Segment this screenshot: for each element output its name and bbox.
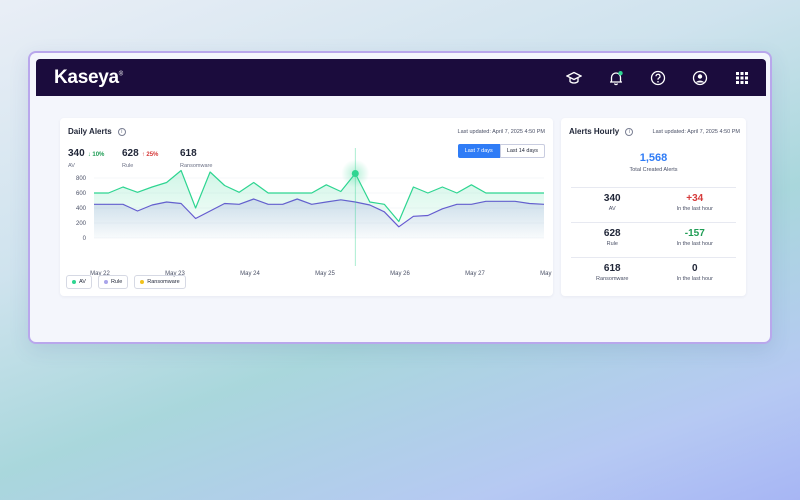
x-tick-label: May 26 [390, 271, 410, 277]
info-icon[interactable]: i [117, 127, 126, 136]
hourly-row-rule: 628 Rule -157 In the last hour [571, 222, 736, 247]
top-navigation-bar: Kaseya® [36, 59, 766, 96]
x-tick-label: May 25 [315, 271, 335, 277]
kaseya-logo[interactable]: Kaseya® [54, 66, 123, 88]
chart-legend: AV Rule Ransomware [66, 275, 186, 289]
stat-ransomware: 618 Ransomware [180, 148, 213, 169]
x-tick-label: May 27 [465, 271, 485, 277]
legend-ransomware[interactable]: Ransomware [134, 275, 186, 289]
highlight-point [351, 170, 359, 177]
x-tick-label: May 22 [90, 271, 110, 277]
av-series-line [94, 169, 544, 223]
y-tick-label: 200 [76, 221, 87, 227]
legend-av[interactable]: AV [66, 275, 92, 289]
legend-rule[interactable]: Rule [97, 275, 129, 289]
daily-alerts-title: Daily Alerts i [68, 127, 126, 136]
y-tick-label: 600 [76, 191, 87, 197]
hourly-row-av: 340 AV +34 In the last hour [571, 187, 736, 212]
x-tick-label: May 28 [540, 271, 553, 277]
info-icon[interactable]: i [625, 127, 634, 136]
graduation-cap-icon[interactable] [564, 68, 584, 88]
daily-alerts-card: Daily Alerts i Last updated: April 7, 20… [60, 118, 553, 296]
y-tick-label: 800 [76, 176, 87, 182]
last-14-days-button[interactable]: Last 14 days [499, 144, 545, 158]
last-7-days-button[interactable]: Last 7 days [457, 144, 500, 158]
av-series-area [94, 170, 544, 238]
y-tick-label: 0 [83, 236, 87, 242]
y-tick-label: 400 [76, 206, 87, 212]
alerts-hourly-card: Alerts Hourly i Last updated: April 7, 2… [561, 118, 746, 296]
help-icon[interactable] [648, 68, 668, 88]
x-tick-label: May 23 [165, 271, 185, 277]
date-range-toggle: Last 7 days Last 14 days [457, 144, 545, 158]
last-updated-text: Last updated: April 7, 2025 4:50 PM [457, 129, 545, 135]
stat-rule: 628 ↑ 25% Rule [122, 148, 159, 169]
total-created-alerts: 1,568 Total Created Alerts [629, 152, 678, 173]
daily-alerts-chart: 800 600 400 200 0 May 22 May 23 May 24 May 25 May… [76, 148, 553, 277]
x-tick-label: May 24 [240, 271, 260, 277]
stat-av: 340 ↓ 10% AV [68, 148, 105, 169]
last-updated-text: Last updated: April 7, 2025 4:50 PM [652, 129, 740, 135]
bell-icon[interactable] [606, 68, 626, 88]
alerts-hourly-title: Alerts Hourly i [569, 127, 634, 136]
hourly-row-ransomware: 618 Ransomware 0 In the last hour [571, 257, 736, 282]
user-icon[interactable] [690, 68, 710, 88]
apps-grid-icon[interactable] [732, 68, 752, 88]
app-window: Kaseya® Daily Alerts i Last updated: Ap [28, 51, 772, 344]
